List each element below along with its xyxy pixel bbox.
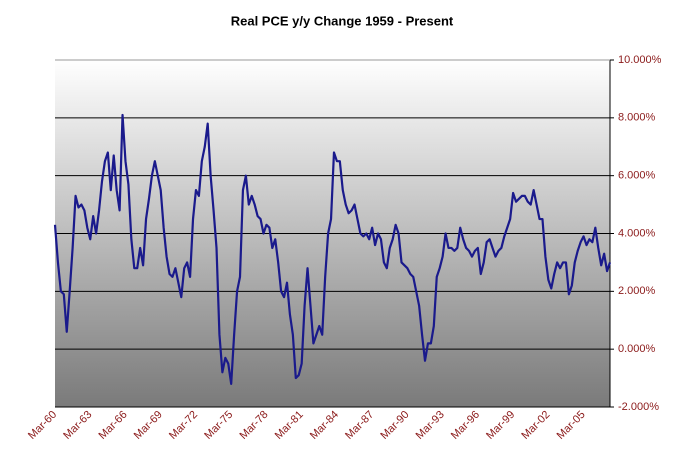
x-tick-label: Mar-60 <box>26 409 59 442</box>
y-tick-label: 6.000% <box>618 170 656 182</box>
x-tick-label: Mar-69 <box>132 409 165 442</box>
x-tick-label: Mar-02 <box>519 409 552 442</box>
x-tick-label: Mar-81 <box>273 409 306 442</box>
y-tick-label: 2.000% <box>618 285 656 297</box>
x-tick-label: Mar-87 <box>343 409 376 442</box>
x-tick-label: Mar-05 <box>555 409 588 442</box>
x-tick-label: Mar-96 <box>449 409 482 442</box>
x-tick-label: Mar-72 <box>167 409 200 442</box>
x-tick-label: Mar-63 <box>61 409 94 442</box>
x-tick-label: Mar-93 <box>414 409 447 442</box>
x-tick-label: Mar-90 <box>378 409 411 442</box>
chart-title: Real PCE y/y Change 1959 - Present <box>231 13 454 28</box>
y-tick-label: 0.000% <box>618 343 656 355</box>
x-tick-label: Mar-78 <box>237 409 270 442</box>
y-tick-label: 10.000% <box>618 54 662 66</box>
y-tick-label: 8.000% <box>618 112 656 124</box>
x-tick-label: Mar-84 <box>308 409 341 442</box>
y-tick-label: 4.000% <box>618 227 656 239</box>
x-tick-label: Mar-66 <box>97 409 130 442</box>
y-tick-label: -2.000% <box>618 401 659 413</box>
data-line <box>53 113 612 385</box>
x-tick-label: Mar-75 <box>202 409 235 442</box>
x-tick-label: Mar-99 <box>484 409 517 442</box>
